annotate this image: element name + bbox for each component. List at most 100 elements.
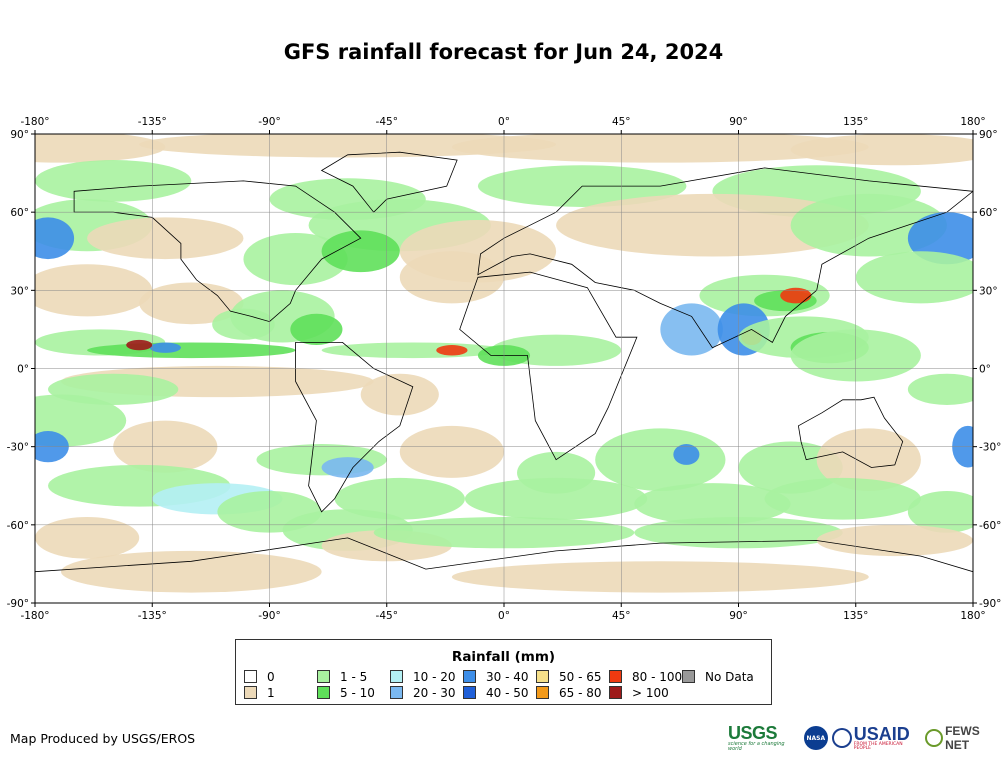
legend-item: 65 - 80 xyxy=(536,686,602,700)
lat-label-right: -90° xyxy=(979,598,1001,610)
legend-label: 50 - 65 xyxy=(559,670,602,684)
legend-swatch xyxy=(244,686,257,699)
legend-item: 1 - 5 xyxy=(317,670,367,684)
rainfall-patch xyxy=(816,524,973,557)
legend-label: 10 - 20 xyxy=(413,670,456,684)
nasa-logo: NASA xyxy=(803,726,828,750)
lon-label-bottom: 180° xyxy=(960,610,985,622)
rainfall-patch xyxy=(360,373,439,416)
lon-label-bottom: -45° xyxy=(376,610,398,622)
rainfall-patch xyxy=(399,425,504,478)
legend-title: Rainfall (mm) xyxy=(451,649,556,665)
lat-label-left: -30° xyxy=(7,442,29,454)
usgs-logo: USGS science for a changing world xyxy=(728,724,800,752)
legend-label: 0 xyxy=(267,670,275,684)
lat-label-left: 90° xyxy=(10,129,29,141)
rainfall-patch xyxy=(451,561,869,593)
legend-swatch xyxy=(463,686,476,699)
rainfall-patch xyxy=(855,251,973,304)
legend-swatch xyxy=(317,670,330,683)
legend-label: > 100 xyxy=(632,686,669,700)
usaid-logo-text: USAID xyxy=(853,723,910,744)
lon-label-top: -135° xyxy=(138,116,167,128)
rainfall-patch xyxy=(464,477,648,520)
rainfall-patch xyxy=(790,134,973,166)
lat-label-right: 0° xyxy=(979,364,991,376)
rainfall-patch xyxy=(790,193,947,257)
lon-label-top: 90° xyxy=(729,116,748,128)
lon-label-top: -180° xyxy=(20,116,49,128)
legend-label: 5 - 10 xyxy=(340,686,375,700)
legend-swatch xyxy=(390,686,403,699)
rainfall-patch xyxy=(87,342,296,359)
lat-label-right: 90° xyxy=(979,129,998,141)
legend-item: 80 - 100 xyxy=(609,670,682,684)
rainfall-patch xyxy=(399,251,504,304)
legend-label: 20 - 30 xyxy=(413,686,456,700)
legend-item: 10 - 20 xyxy=(390,670,456,684)
rainfall-patch xyxy=(321,230,400,273)
legend-label: 40 - 50 xyxy=(486,686,529,700)
legend-swatch xyxy=(682,670,695,683)
legend-item: > 100 xyxy=(609,686,669,700)
rainfall-patch xyxy=(35,517,140,559)
fews-net-logo-text: FEWS NET xyxy=(945,724,980,752)
lon-label-bottom: -90° xyxy=(258,610,280,622)
rainfall-patch xyxy=(334,477,465,520)
legend: Rainfall (mm) 0 1 1 - 5 5 - 10 10 - 20 20 - 3… xyxy=(235,639,772,705)
rainfall-patch xyxy=(907,212,973,265)
legend-item: 1 xyxy=(244,686,275,700)
rainfall-patch xyxy=(660,303,723,356)
map-area xyxy=(35,134,973,603)
lat-label-left: -90° xyxy=(7,598,29,610)
rainfall-patch xyxy=(673,444,700,465)
lon-label-bottom: -180° xyxy=(20,610,49,622)
fews-globe-icon xyxy=(925,729,944,747)
lon-label-bottom: 90° xyxy=(729,610,748,622)
legend-item: 50 - 65 xyxy=(536,670,602,684)
lon-label-bottom: -135° xyxy=(138,610,167,622)
legend-item: No Data xyxy=(682,670,754,684)
lon-label-top: 135° xyxy=(843,116,868,128)
rainfall-patch xyxy=(126,339,153,351)
rainfall-patch xyxy=(816,428,921,491)
legend-swatch xyxy=(317,686,330,699)
lat-label-right: -30° xyxy=(979,442,1001,454)
lat-label-right: 30° xyxy=(979,285,998,297)
axis-ticks: -180° -180° -135° -135° -90° -90° -45° -45° 0° 0°… xyxy=(7,116,1002,622)
legend-swatch xyxy=(609,670,622,683)
lat-label-left: -60° xyxy=(7,520,29,532)
lon-label-top: 0° xyxy=(498,116,510,128)
map-title: GFS rainfall forecast for Jun 24, 2024 xyxy=(283,40,724,64)
rainfall-patch xyxy=(35,217,75,260)
rainfall-patch xyxy=(907,373,973,405)
logo-strip: USGS science for a changing world NASA U… xyxy=(728,723,1007,753)
rainfall-patch xyxy=(61,550,322,593)
legend-swatch xyxy=(536,686,549,699)
lon-label-top: 45° xyxy=(612,116,631,128)
rainfall-patch xyxy=(139,134,557,158)
lon-label-bottom: 45° xyxy=(612,610,631,622)
lon-label-top: 180° xyxy=(960,116,985,128)
rainfall-patch xyxy=(634,483,791,525)
rainfall-patch xyxy=(780,287,812,304)
legend-item: 20 - 30 xyxy=(390,686,456,700)
legend-swatch xyxy=(244,670,257,683)
lat-label-left: 0° xyxy=(17,364,29,376)
legend-swatch xyxy=(536,670,549,683)
legend-label: 80 - 100 xyxy=(632,670,683,684)
rainfall-patch xyxy=(290,313,343,346)
legend-item: 0 xyxy=(244,670,275,684)
usaid-logo-tagline: FROM THE AMERICAN PEOPLE xyxy=(853,741,903,751)
legend-swatch xyxy=(609,686,622,699)
rainfall-patch xyxy=(321,342,504,359)
rainfall-patch xyxy=(595,428,726,491)
legend-item: 30 - 40 xyxy=(463,670,529,684)
rainfall-patch xyxy=(149,342,181,353)
usaid-logo: USAID FROM THE AMERICAN PEOPLE xyxy=(831,723,921,752)
rainfall-patch xyxy=(907,490,973,533)
coastline xyxy=(477,167,973,349)
credit-text: Map Produced by USGS/EROS xyxy=(10,731,196,746)
lon-label-top: -45° xyxy=(376,116,398,128)
lon-label-top: -90° xyxy=(258,116,280,128)
